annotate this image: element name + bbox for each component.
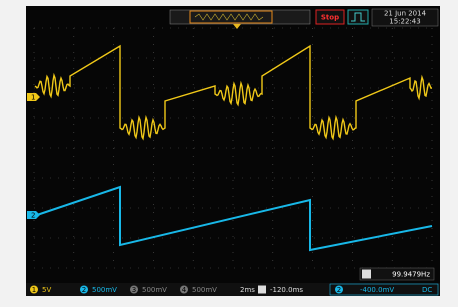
oscilloscope-screen: Stop 21 Jun 2014 15:22:43 1 2 99.9479Hz … — [0, 0, 458, 307]
trigger-coupling: DC — [422, 286, 432, 294]
channel-id: 4 — [182, 286, 187, 294]
channel-1-marker-label: 1 — [31, 94, 35, 102]
timebase: 2ms — [240, 286, 255, 294]
channel-id: 3 — [132, 286, 136, 294]
trigger-slope-box — [348, 10, 368, 24]
channel-id: 1 — [32, 286, 36, 294]
channel-scale: 500mV — [92, 286, 117, 294]
channel-scale: 500mV — [192, 286, 217, 294]
channel-scale: 500mV — [142, 286, 167, 294]
frequency: 99.9479Hz — [392, 271, 430, 279]
channel-2-marker-label: 2 — [31, 212, 35, 220]
time: 15:22:43 — [389, 18, 420, 26]
delay: -120.0ms — [270, 286, 303, 294]
trigger-level: -400.0mV — [360, 286, 394, 294]
channel-scale: 5V — [42, 286, 51, 294]
delay-icon — [258, 286, 266, 294]
frequency-icon — [362, 270, 371, 279]
channel-id: 2 — [82, 286, 86, 294]
date: 21 Jun 2014 — [384, 10, 427, 18]
trigger-source: 2 — [337, 286, 341, 294]
memory-bar — [170, 10, 310, 24]
status: Stop — [321, 14, 339, 22]
